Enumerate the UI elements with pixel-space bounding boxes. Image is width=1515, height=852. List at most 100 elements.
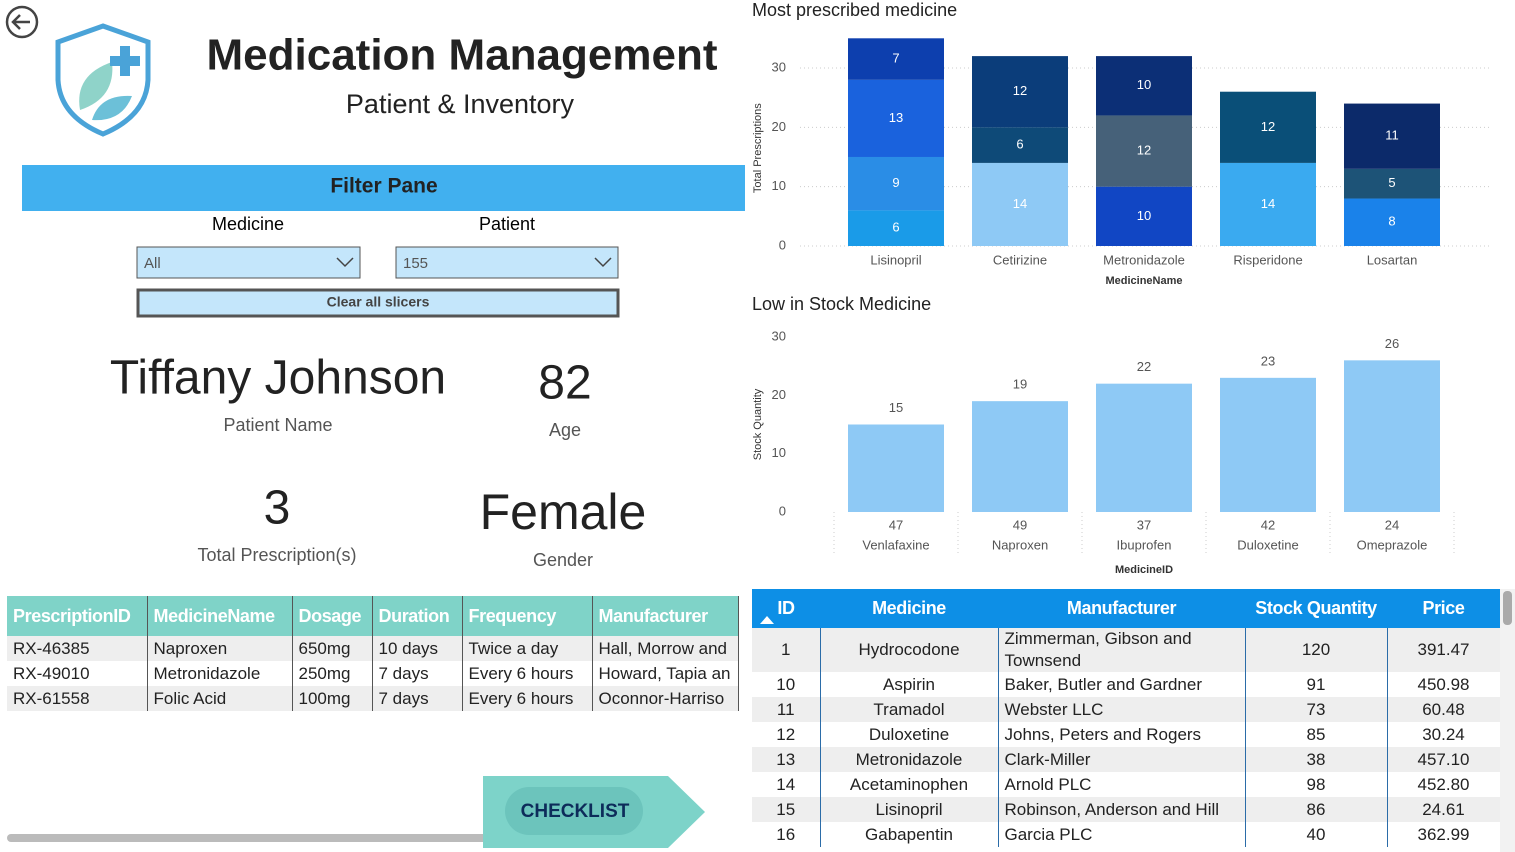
bar-segment [1096, 186, 1192, 246]
title: Medication Management [207, 31, 718, 80]
table-cell: Baker, Butler and Gardner [998, 672, 1246, 697]
x-tick-label: 37 [1137, 517, 1151, 532]
column-header[interactable]: Dosage [292, 596, 373, 636]
table-cell: 24.61 [1387, 797, 1500, 822]
back-button[interactable] [5, 5, 39, 39]
table-cell: Acetaminophen [820, 772, 999, 797]
data-label: 7 [892, 51, 899, 66]
column-header[interactable]: Stock Quantity [1245, 589, 1387, 628]
patient-age: 82 [538, 357, 591, 410]
table-cell: 15 [752, 797, 821, 822]
table-cell: Twice a day [462, 636, 593, 661]
x-tick-label: Cetirizine [993, 252, 1047, 267]
table-row: 15 Lisinopril Robinson, Anderson and Hill 8… [752, 797, 1500, 822]
table-cell: 362.99 [1387, 822, 1500, 847]
table-cell: 10 days [372, 636, 463, 661]
patient-dropdown[interactable] [395, 246, 619, 279]
x-tick-label: Losartan [1367, 252, 1418, 267]
table-row: 16 Gabapentin Garcia PLC 40 362.99 [752, 822, 1500, 847]
bar-segment [1344, 168, 1440, 199]
column-header[interactable]: Manufacturer [998, 589, 1245, 628]
table-cell: 85 [1245, 722, 1388, 747]
column-header[interactable]: Duration [372, 596, 463, 636]
table-cell: Metronidazole [820, 747, 999, 772]
table-row: 12 Duloxetine Johns, Peters and Rogers 85 30… [752, 722, 1500, 747]
y-tick-label: 20 [772, 119, 786, 134]
chart-title: Low in Stock Medicine [752, 294, 931, 314]
table-cell: 7 days [372, 686, 463, 711]
table-cell: 91 [1245, 672, 1388, 697]
bar-segment [1096, 115, 1192, 187]
data-label: 13 [889, 110, 903, 125]
column-header[interactable]: Price [1387, 589, 1500, 628]
table-cell: 13 [752, 747, 821, 772]
bar-segment [1220, 162, 1316, 246]
bar-segment [972, 127, 1068, 163]
table-cell: 100mg [292, 686, 373, 711]
bar [1220, 377, 1316, 512]
column-header[interactable]: Frequency [462, 596, 593, 636]
table-cell: Duloxetine [820, 722, 999, 747]
data-label: 6 [892, 220, 899, 235]
table-cell: 98 [1245, 772, 1388, 797]
y-tick-label: 0 [779, 237, 786, 252]
table-cell: Garcia PLC [998, 822, 1246, 847]
table-row: 10 Aspirin Baker, Butler and Gardner 91 450.… [752, 672, 1500, 697]
x-tick-label: Omeprazole [1357, 537, 1428, 552]
table-cell: 7 days [372, 661, 463, 686]
column-header[interactable]: MedicineName [147, 596, 293, 636]
table-cell: 450.98 [1387, 672, 1500, 697]
data-label: 15 [889, 400, 903, 415]
bar-segment [848, 210, 944, 246]
logo [55, 23, 151, 137]
column-header[interactable]: Manufacturer [592, 596, 739, 636]
table-cell: 452.80 [1387, 772, 1500, 797]
filter-pane-title: Filter Pane [330, 175, 437, 198]
bar [972, 401, 1068, 512]
kpi-label: Total Prescription(s) [197, 545, 356, 565]
column-header[interactable]: PrescriptionID [7, 596, 148, 636]
scrollbar[interactable] [1500, 589, 1515, 852]
table-cell: Zimmerman, Gibson and Townsend [998, 628, 1246, 672]
scrollbar-thumb[interactable] [1503, 591, 1512, 625]
table-cell: Robinson, Anderson and Hill [998, 797, 1246, 822]
bar [848, 424, 944, 512]
table-cell: Tramadol [820, 697, 999, 722]
column-header[interactable]: Medicine [820, 589, 998, 628]
table-cell: Aspirin [820, 672, 999, 697]
kpi-label: Age [549, 420, 581, 440]
table-row: RX-61558 Folic Acid 100mg 7 days Every 6 hou… [7, 686, 739, 711]
table-row: RX-49010 Metronidazole 250mg 7 days Every 6 … [7, 661, 739, 686]
kpi-label: Gender [533, 550, 593, 570]
data-label: 10 [1137, 77, 1151, 92]
table-row: 1 Hydrocodone Zimmerman, Gibson and Townse… [752, 628, 1500, 672]
table-cell: 10 [752, 672, 821, 697]
x-tick-label: Duloxetine [1237, 537, 1298, 552]
patient-name: Tiffany Johnson [110, 352, 446, 405]
y-axis-label: Stock Quantity [752, 388, 764, 460]
scrollbar[interactable] [7, 834, 487, 842]
filter-pane-bar [22, 165, 745, 211]
kpi-label: Patient Name [223, 415, 332, 435]
medicine-dropdown[interactable] [136, 246, 361, 279]
clear-button[interactable] [136, 288, 620, 318]
data-label: 14 [1261, 196, 1275, 211]
chart-title: Most prescribed medicine [752, 0, 957, 20]
checklist-button[interactable] [505, 787, 643, 835]
data-label: 6 [1016, 137, 1023, 152]
table-cell: Webster LLC [998, 697, 1246, 722]
clear-button-label: Clear all slicers [327, 294, 430, 310]
data-label: 9 [892, 175, 899, 190]
table-cell: 457.10 [1387, 747, 1500, 772]
table-cell: Gabapentin [820, 822, 999, 847]
table-cell: Metronidazole [147, 661, 293, 686]
sort-arrow [760, 616, 774, 624]
patient-gender: Female [480, 484, 647, 540]
checklist-label: CHECKLIST [521, 801, 630, 822]
y-tick-label: 30 [772, 59, 786, 74]
table-cell: Folic Acid [147, 686, 293, 711]
data-label: 14 [1013, 196, 1027, 211]
x-tick-label: Naproxen [992, 537, 1048, 552]
table-cell: 14 [752, 772, 821, 797]
